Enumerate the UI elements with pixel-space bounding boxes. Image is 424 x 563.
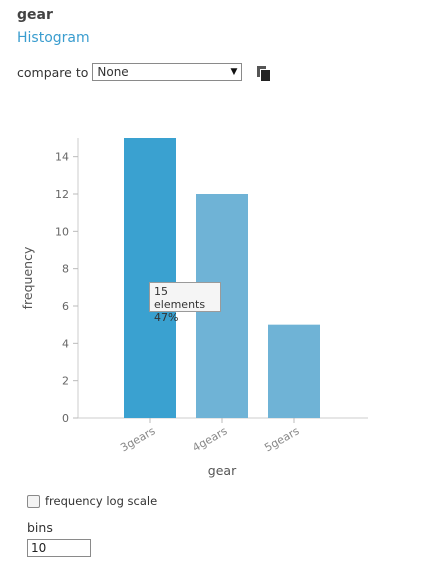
bar-tooltip: 15 elements 47% bbox=[149, 282, 221, 324]
y-tick-label: 6 bbox=[62, 300, 69, 313]
bins-label: bins bbox=[27, 520, 53, 535]
field-title: gear bbox=[17, 7, 53, 23]
y-tick-label: 14 bbox=[55, 151, 69, 164]
log-scale-checkbox[interactable] bbox=[27, 494, 40, 508]
y-tick-label: 0 bbox=[62, 412, 69, 425]
y-tick-label: 2 bbox=[62, 375, 69, 388]
y-tick-label: 12 bbox=[55, 188, 69, 201]
dropdown-arrow-icon: ▼ bbox=[230, 67, 238, 77]
copy-icon[interactable] bbox=[257, 66, 271, 82]
y-axis-label: frequency bbox=[20, 246, 35, 309]
compare-row: compare to None ▼ bbox=[17, 62, 243, 82]
log-scale-label: frequency log scale bbox=[45, 494, 158, 508]
chart-type-label: Histogram bbox=[17, 30, 90, 46]
bins-input[interactable] bbox=[27, 539, 91, 557]
compare-label: compare to bbox=[17, 64, 89, 80]
x-axis-label: gear bbox=[208, 463, 237, 478]
log-scale-option[interactable]: frequency log scale bbox=[27, 494, 157, 508]
tooltip-percent: 47% bbox=[154, 311, 179, 324]
y-tick-label: 10 bbox=[55, 225, 69, 238]
compare-select-value: None bbox=[97, 65, 129, 79]
y-tick-label: 8 bbox=[62, 263, 69, 276]
y-tick-label: 4 bbox=[62, 337, 69, 350]
histogram-bar bbox=[124, 138, 176, 418]
x-tick-label: 4gears bbox=[190, 424, 229, 454]
tooltip-count: 15 elements bbox=[154, 285, 206, 311]
compare-select[interactable]: None ▼ bbox=[92, 63, 243, 81]
histogram-bar bbox=[268, 324, 320, 418]
histogram-chart: 0 2 4 6 8 10 12 14 3gears 4gears 5gears gear frequen… bbox=[20, 138, 368, 478]
x-tick-label: 3gears bbox=[118, 424, 157, 454]
x-tick-label: 5gears bbox=[262, 424, 301, 454]
